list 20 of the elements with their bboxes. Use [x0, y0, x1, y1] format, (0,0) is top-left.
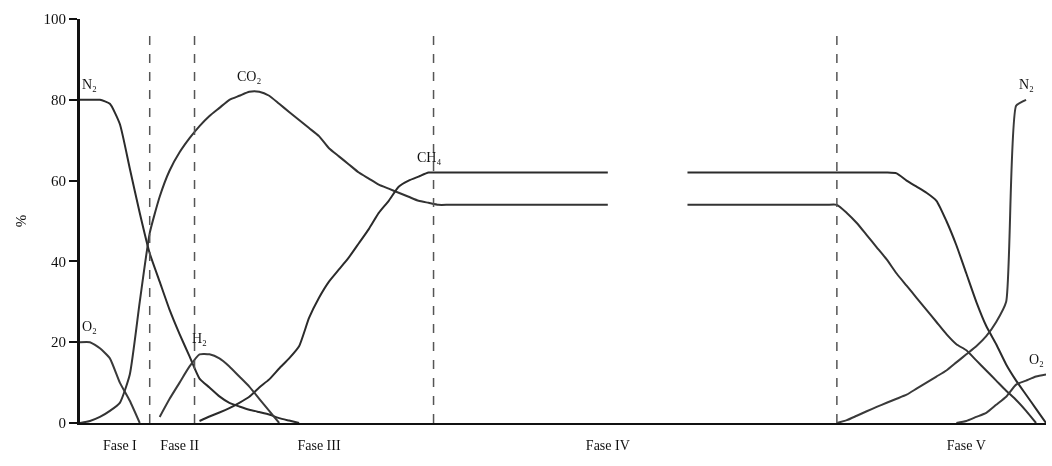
x-tick-label: Fase III	[297, 437, 341, 453]
line-series	[158, 352, 281, 423]
x-tick-label: Fase V	[946, 437, 986, 453]
y-tick-label: 40	[51, 253, 66, 270]
series-label: N₂	[82, 77, 98, 92]
series-label: CO₂	[237, 69, 262, 84]
y-tick-label: 0	[58, 415, 66, 432]
y-axis-title: %	[12, 214, 29, 228]
series-label: O₂	[1029, 352, 1045, 367]
x-tick-label: Fase IV	[585, 437, 630, 453]
y-tick-label: 60	[51, 172, 66, 189]
series-label: H₂	[192, 331, 208, 346]
y-tick-label: 100	[43, 11, 66, 28]
series-label: CH₄	[417, 150, 442, 165]
x-tick-label: Fase I	[102, 437, 138, 453]
series-label: N₂	[1019, 77, 1035, 92]
x-tick-label: Fase II	[160, 437, 200, 453]
y-tick-label: 80	[51, 92, 66, 109]
y-tick-label: 20	[51, 334, 66, 351]
series-label: O₂	[82, 319, 98, 334]
